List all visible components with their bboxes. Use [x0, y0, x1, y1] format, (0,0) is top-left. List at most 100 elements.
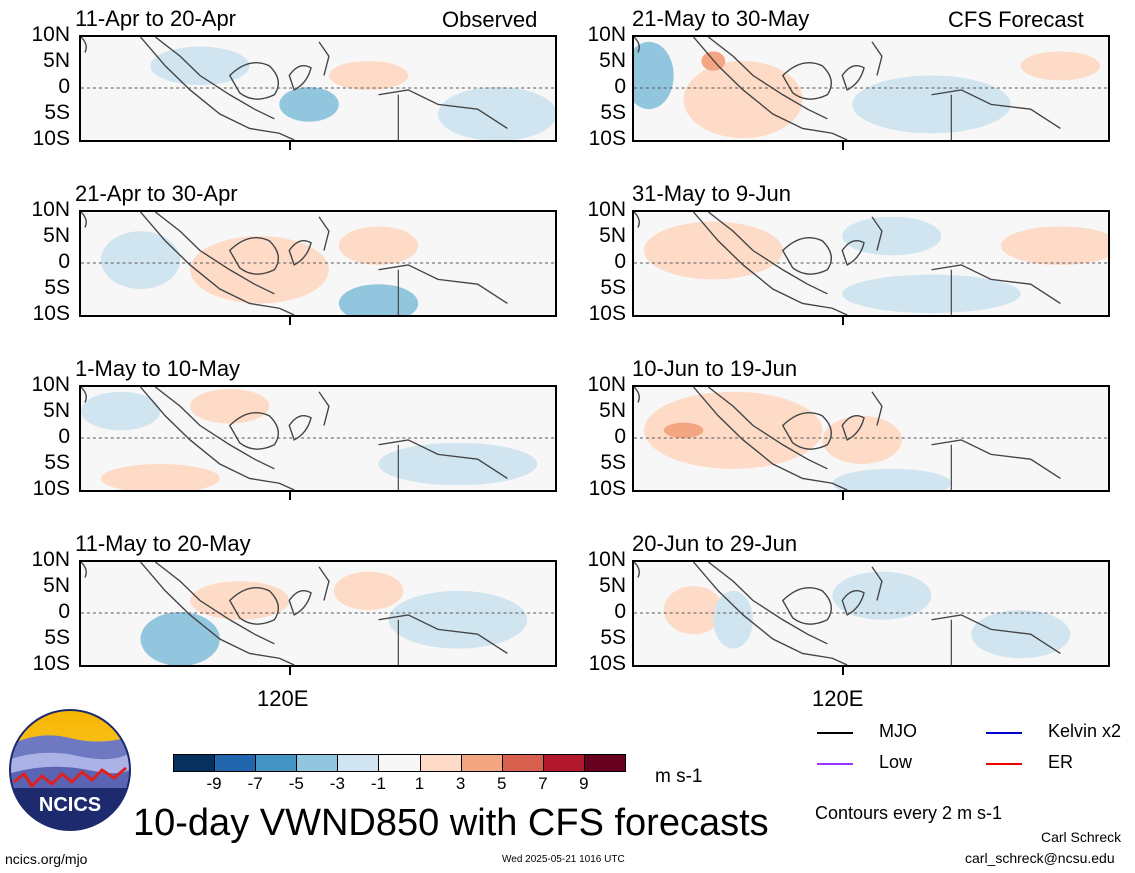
y-tick-label: 5N: [599, 224, 626, 247]
y-tick-label: 5S: [600, 101, 626, 124]
y-tick-label: 10S: [588, 652, 626, 675]
panel-title: 1-May to 10-May: [75, 356, 241, 381]
panel-title: 31-May to 9-Jun: [632, 181, 791, 206]
colorbar-tick-label: -9: [206, 774, 222, 793]
x-tick-mark: [842, 492, 844, 500]
panel-title: 11-Apr to 20-Apr: [75, 6, 237, 31]
anomaly-map: [79, 385, 557, 492]
y-tick-label: 5N: [43, 49, 70, 72]
x-tick-mark: [289, 317, 291, 325]
y-tick-label: 10N: [587, 23, 626, 46]
y-tick-label: 10N: [31, 548, 70, 571]
figure-title: 10-day VWND850 with CFS forecasts: [133, 802, 769, 844]
colorbar-tick-label: 5: [496, 774, 507, 793]
colorbar-tick-label: 9: [579, 774, 589, 793]
forecast-label: CFS Forecast: [948, 7, 1084, 32]
legend-line: [817, 732, 853, 734]
anomaly-map: [632, 210, 1110, 317]
y-tick-label: 10N: [31, 373, 70, 396]
colorbar-tick-label: 1: [414, 774, 425, 793]
y-tick-label: 5N: [599, 49, 626, 72]
anomaly-map: [79, 560, 557, 667]
y-tick-label: 10S: [32, 127, 70, 150]
legend-line: [817, 763, 853, 765]
footer-url[interactable]: ncics.org/mjo: [5, 851, 88, 867]
colorbar-tick-label: 7: [538, 774, 548, 793]
legend-label: Kelvin x2: [1048, 721, 1122, 741]
y-tick-label: 0: [614, 425, 626, 448]
colorbar-tick-label: -7: [247, 774, 263, 793]
colorbar-cell: [419, 754, 462, 772]
y-tick-label: 5N: [599, 574, 626, 597]
colorbar-cell: [378, 754, 421, 772]
y-tick-label: 0: [58, 425, 70, 448]
colorbar-cell: [460, 754, 503, 772]
panel-title: 20-Jun to 29-Jun: [632, 531, 798, 556]
y-tick-label: 0: [58, 600, 70, 623]
legend-line: [986, 732, 1022, 734]
colorbar-cell: [296, 754, 339, 772]
y-tick-label: 0: [614, 250, 626, 273]
y-tick-label: 10S: [32, 302, 70, 325]
y-tick-label: 5S: [44, 626, 70, 649]
colorbar-cell: [542, 754, 585, 772]
y-tick-label: 5S: [600, 276, 626, 299]
colorbar-cell: [583, 754, 626, 772]
y-tick-label: 0: [58, 250, 70, 273]
legend-label: ER: [1048, 752, 1074, 772]
y-tick-label: 10S: [588, 477, 626, 500]
x-axis-label-left: 120E: [257, 686, 309, 711]
anomaly-map: [79, 35, 557, 142]
x-tick-mark: [842, 667, 844, 675]
x-tick-mark: [289, 492, 291, 500]
panel-title: 11-May to 20-May: [75, 531, 251, 556]
colorbar-tick-label: -3: [329, 774, 345, 793]
contours-note: Contours every 2 m s-1: [815, 803, 1003, 823]
y-tick-label: 10N: [587, 198, 626, 221]
y-tick-label: 10S: [588, 302, 626, 325]
footer-timestamp: Wed 2025-05-21 1016 UTC: [502, 854, 625, 865]
ncics-logo: NCICS: [8, 708, 132, 832]
footer-author: Carl Schreck: [1041, 829, 1122, 845]
colorbar-cell: [501, 754, 544, 772]
legend-label: Low: [879, 752, 913, 772]
y-tick-label: 5S: [44, 451, 70, 474]
x-axis-label-right: 120E: [812, 686, 864, 711]
x-tick-mark: [289, 667, 291, 675]
y-tick-label: 5S: [44, 276, 70, 299]
colorbar-unit: m s-1: [655, 766, 703, 787]
y-tick-label: 10S: [32, 477, 70, 500]
y-tick-label: 5N: [43, 399, 70, 422]
logo-text: NCICS: [39, 794, 101, 816]
legend-line: [986, 763, 1022, 765]
anomaly-map: [632, 385, 1110, 492]
anomaly-map: [632, 35, 1110, 142]
anomaly-map: [632, 560, 1110, 667]
y-tick-label: 5N: [599, 399, 626, 422]
anomaly-map: [79, 210, 557, 317]
colorbar-tick-labels: -9 -7 -5 -3 -1 1 3 5 7 9: [173, 774, 625, 796]
x-tick-mark: [289, 142, 291, 150]
footer-email[interactable]: carl_schreck@ncsu.edu: [965, 850, 1115, 866]
colorbar-tick-label: -5: [288, 774, 304, 793]
colorbar-tick-label: 3: [455, 774, 466, 793]
y-tick-label: 0: [58, 75, 70, 98]
panel-title: 21-Apr to 30-Apr: [75, 181, 238, 206]
colorbar: [173, 754, 626, 772]
y-tick-label: 5N: [43, 574, 70, 597]
panel-title: 21-May to 30-May: [632, 6, 810, 31]
x-tick-mark: [842, 317, 844, 325]
legend-label: MJO: [879, 721, 917, 741]
y-tick-label: 5S: [600, 451, 626, 474]
y-tick-label: 0: [614, 75, 626, 98]
y-tick-label: 5N: [43, 224, 70, 247]
y-tick-label: 0: [614, 600, 626, 623]
y-tick-label: 5S: [44, 101, 70, 124]
colorbar-tick-label: -1: [370, 774, 387, 793]
y-tick-label: 10N: [587, 373, 626, 396]
colorbar-cell: [173, 754, 216, 772]
y-tick-label: 10S: [588, 127, 626, 150]
colorbar-cell: [214, 754, 257, 772]
colorbar-cell: [337, 754, 380, 772]
colorbar-cell: [255, 754, 298, 772]
